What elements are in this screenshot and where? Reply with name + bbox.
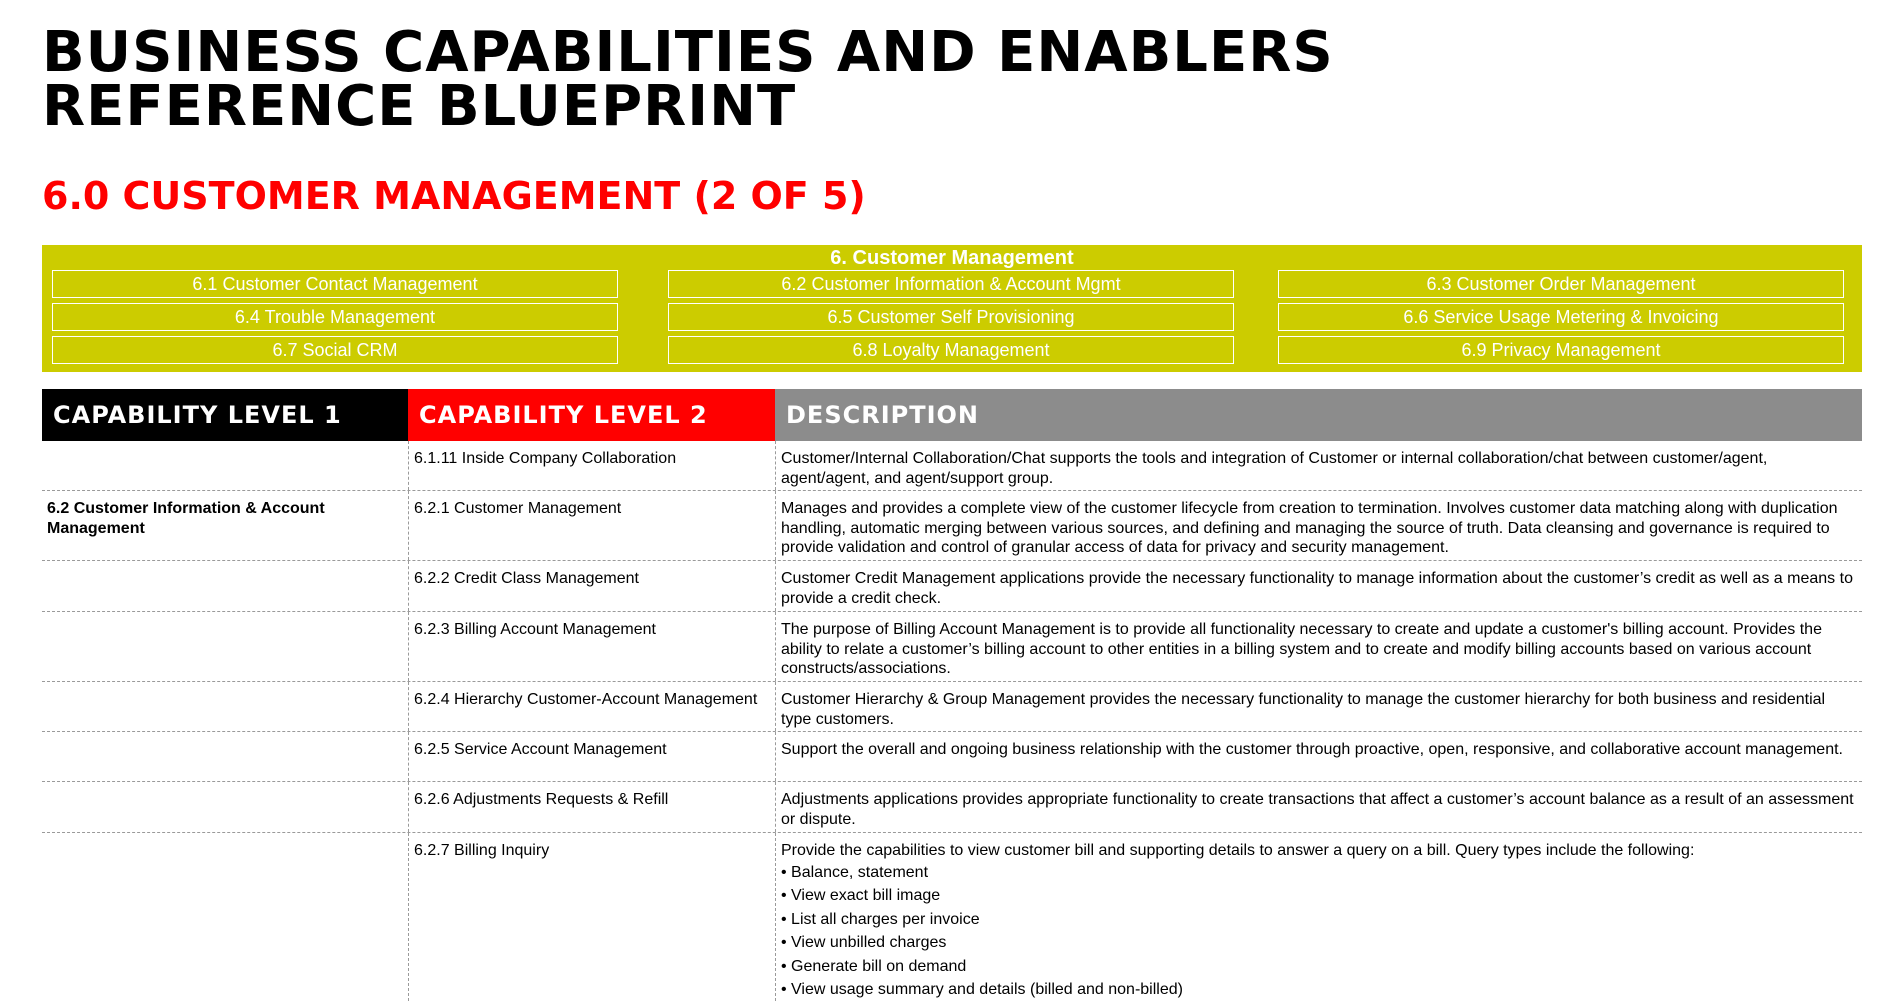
overview-cell-6-9: 6.9 Privacy Management — [1278, 336, 1844, 364]
level1-cell — [42, 782, 408, 832]
overview-cell-6-3: 6.3 Customer Order Management — [1278, 270, 1844, 298]
level2-cell: 6.2.6 Adjustments Requests & Refill — [408, 782, 775, 832]
overview-cell-6-1: 6.1 Customer Contact Management — [52, 270, 618, 298]
section-subtitle: 6.0 CUSTOMER MANAGEMENT (2 OF 5) — [42, 174, 866, 218]
overview-cell-6-2: 6.2 Customer Information & Account Mgmt — [668, 270, 1234, 298]
level2-cell: 6.2.3 Billing Account Management — [408, 612, 775, 681]
table-row: 6.2.7 Billing Inquiry Provide the capabi… — [42, 833, 1862, 1001]
header-description: DESCRIPTION — [775, 389, 1862, 441]
page-title-line-1: BUSINESS CAPABILITIES AND ENABLERS — [42, 20, 1334, 85]
level1-cell — [42, 561, 408, 611]
overview-heading: 6. Customer Management — [830, 247, 1074, 269]
list-item: List all charges per invoice — [781, 908, 1856, 932]
list-item: View usage summary and details (billed a… — [781, 978, 1856, 1002]
table-row: 6.2.3 Billing Account Management The pur… — [42, 612, 1862, 682]
table-row: 6.2.4 Hierarchy Customer-Account Managem… — [42, 682, 1862, 732]
list-item: Generate bill on demand — [781, 955, 1856, 979]
table-row: 6.2.2 Credit Class Management Customer C… — [42, 561, 1862, 612]
level2-cell: 6.2.7 Billing Inquiry — [408, 833, 775, 1001]
level2-cell: 6.2.1 Customer Management — [408, 491, 775, 560]
description-cell: Customer Credit Management applications … — [775, 561, 1862, 611]
description-cell: Support the overall and ongoing business… — [775, 732, 1862, 781]
list-item: View unbilled charges — [781, 931, 1856, 955]
level1-cell — [42, 612, 408, 681]
level1-cell — [42, 682, 408, 731]
level1-cell: 6.2 Customer Information & Account Manag… — [47, 500, 325, 537]
overview-cell-6-6: 6.6 Service Usage Metering & Invoicing — [1278, 303, 1844, 331]
table-row: 6.1.11 Inside Company Collaboration Cust… — [42, 441, 1862, 491]
description-intro: Provide the capabilities to view custome… — [781, 842, 1695, 859]
overview-cell-6-4: 6.4 Trouble Management — [52, 303, 618, 331]
description-cell: The purpose of Billing Account Managemen… — [775, 612, 1862, 681]
overview-cell-6-7: 6.7 Social CRM — [52, 336, 618, 364]
description-cell: Customer/Internal Collaboration/Chat sup… — [775, 441, 1862, 490]
capability-table-body: 6.1.11 Inside Company Collaboration Cust… — [42, 441, 1862, 1001]
level2-cell: 6.2.4 Hierarchy Customer-Account Managem… — [408, 682, 775, 731]
table-row: 6.2 Customer Information & Account Manag… — [42, 491, 1862, 561]
page-title-line-2: REFERENCE BLUEPRINT — [42, 74, 797, 139]
level1-cell — [42, 732, 408, 781]
level1-cell — [42, 441, 408, 490]
header-capability-level-1: CAPABILITY LEVEL 1 — [42, 389, 408, 441]
list-item: Balance, statement — [781, 861, 1856, 885]
description-cell: Manages and provides a complete view of … — [775, 491, 1862, 560]
table-row: 6.2.6 Adjustments Requests & Refill Adju… — [42, 782, 1862, 833]
overview-cell-6-5: 6.5 Customer Self Provisioning — [668, 303, 1234, 331]
header-capability-level-2: CAPABILITY LEVEL 2 — [408, 389, 775, 441]
customer-management-overview: 6. Customer Management 6.1 Customer Cont… — [42, 245, 1862, 372]
query-types-list: Balance, statement View exact bill image… — [781, 861, 1856, 1002]
page-title: BUSINESS CAPABILITIES AND ENABLERS REFER… — [42, 20, 1334, 139]
description-cell: Adjustments applications provides approp… — [775, 782, 1862, 832]
level2-cell: 6.1.11 Inside Company Collaboration — [408, 441, 775, 490]
level1-cell — [42, 833, 408, 1001]
description-cell: Customer Hierarchy & Group Management pr… — [775, 682, 1862, 731]
level2-cell: 6.2.2 Credit Class Management — [408, 561, 775, 611]
description-cell: Provide the capabilities to view custome… — [775, 833, 1862, 1001]
overview-cell-6-8: 6.8 Loyalty Management — [668, 336, 1234, 364]
list-item: View exact bill image — [781, 884, 1856, 908]
level2-cell: 6.2.5 Service Account Management — [408, 732, 775, 781]
table-row: 6.2.5 Service Account Management Support… — [42, 732, 1862, 782]
